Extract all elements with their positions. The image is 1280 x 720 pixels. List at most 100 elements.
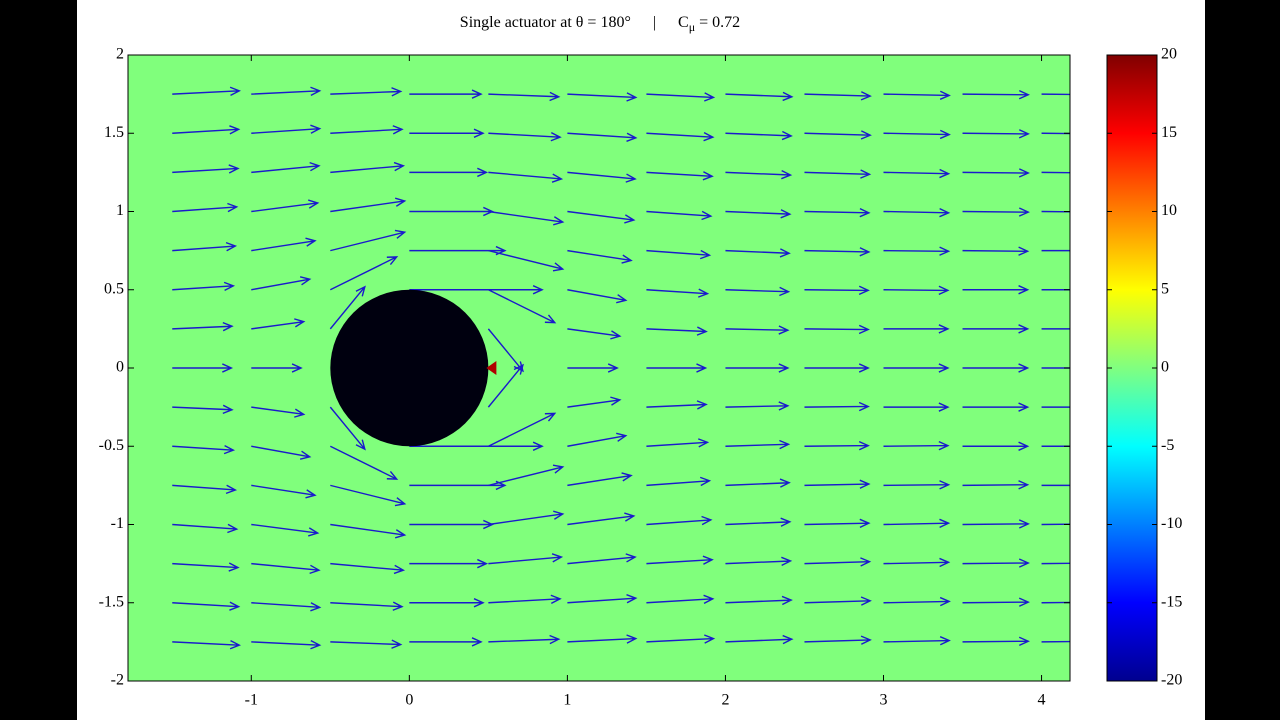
vector-arrow (251, 640, 322, 650)
colorbar-tick-label: -20 (1161, 672, 1182, 689)
vector-arrow (172, 164, 240, 174)
vector-arrow (646, 555, 714, 565)
vector-arrow (251, 523, 320, 537)
colorbar-tick-label: 0 (1161, 359, 1169, 376)
vector-arrow (330, 125, 404, 135)
vector-arrow (883, 129, 951, 140)
vector-arrow (646, 476, 712, 487)
vector-arrow (251, 161, 321, 174)
vector-arrow (330, 639, 403, 649)
vector-arrow (725, 401, 790, 411)
vector-arrow (962, 597, 1030, 607)
vector-arrow (567, 553, 637, 565)
x-tick-label: 4 (1038, 692, 1046, 709)
vector-arrow (1041, 445, 1070, 447)
vector-arrow (329, 445, 399, 480)
vector-arrow (646, 92, 716, 102)
vector-arrow (962, 363, 1030, 373)
vector-arrow (251, 445, 312, 460)
vector-arrow (725, 91, 794, 102)
vector-arrow (251, 318, 306, 330)
vector-arrow (725, 517, 792, 527)
vector-arrow (883, 402, 950, 412)
vector-arrow (804, 596, 872, 606)
y-tick-label: 1.5 (104, 124, 124, 141)
vector-arrow (883, 324, 950, 334)
vector-arrow (646, 210, 713, 221)
vector-arrow (1041, 249, 1070, 252)
x-tick-label: -1 (245, 692, 258, 709)
title-subscript: μ (689, 20, 695, 34)
vector-arrow (330, 87, 403, 97)
vector-arrow (883, 557, 951, 568)
vector-arrow (725, 130, 793, 141)
vector-arrow (646, 634, 716, 644)
vector-arrow (883, 636, 951, 646)
vector-arrow (804, 247, 871, 257)
vector-arrow (962, 285, 1030, 295)
vector-arrow (567, 328, 622, 340)
vector-arrow (409, 128, 485, 138)
vector-arrow (725, 634, 794, 645)
vector-arrow (251, 406, 306, 418)
vector-arrow (567, 634, 638, 644)
vector-arrow (330, 601, 404, 611)
vector-arrow (646, 171, 714, 181)
vector-arrow (567, 210, 636, 224)
vector-arrow (804, 91, 872, 101)
vector-arrow (646, 515, 713, 526)
vector-arrow (330, 161, 406, 174)
vector-arrow (1041, 367, 1070, 369)
vector-arrow (1041, 289, 1070, 291)
x-tick-label: 2 (721, 692, 729, 709)
y-tick-label: 1 (116, 202, 124, 219)
vector-arrow (567, 432, 628, 447)
title-separator: | (653, 14, 656, 31)
vector-arrow (409, 441, 544, 451)
y-tick-label: 2 (116, 46, 124, 63)
vector-arrow (567, 171, 637, 183)
vector-arrow (1041, 93, 1070, 96)
vector-arrow (646, 288, 710, 298)
vector-arrow (725, 169, 793, 180)
vector-arrow (329, 256, 399, 291)
vector-arrow (725, 325, 790, 335)
vector-arrow (1041, 562, 1070, 565)
vector-arrow (962, 168, 1030, 178)
vector-arrow (567, 92, 638, 102)
y-tick-label: -1.5 (99, 593, 124, 610)
vector-arrow (251, 86, 322, 96)
vector-arrow (488, 553, 564, 565)
vector-arrow (172, 363, 234, 373)
vector-arrow (251, 199, 320, 213)
vector-arrow (251, 602, 322, 612)
vector-arrow (251, 237, 317, 252)
vector-arrow (172, 404, 234, 415)
vector-arrow (962, 324, 1030, 334)
vector-arrow (725, 286, 791, 297)
vector-arrow (172, 640, 242, 650)
vector-arrow (488, 412, 557, 447)
vector-arrow (725, 248, 791, 258)
vector-arrow (409, 167, 489, 178)
vector-arrow (1041, 406, 1070, 408)
vector-arrow (567, 472, 633, 487)
vector-arrow (646, 438, 710, 448)
vector-arrow (883, 90, 951, 100)
vector-arrow (488, 249, 565, 272)
colorbar (1106, 54, 1158, 682)
vector-arrow (409, 285, 544, 295)
colorbar-tick-label: 15 (1161, 124, 1177, 141)
vector-arrow (172, 241, 238, 252)
vector-arrow (1041, 132, 1070, 135)
colorbar-tick-label: 20 (1161, 46, 1177, 63)
vector-arrow (1041, 328, 1070, 330)
vector-arrow (804, 440, 870, 451)
vector-arrow (172, 484, 238, 495)
vector-arrow (487, 328, 524, 373)
vector-arrow (172, 523, 239, 534)
vector-arrow (962, 519, 1030, 529)
vector-arrow (883, 168, 951, 179)
vector-arrow (330, 523, 407, 539)
vector-arrow (251, 124, 322, 134)
